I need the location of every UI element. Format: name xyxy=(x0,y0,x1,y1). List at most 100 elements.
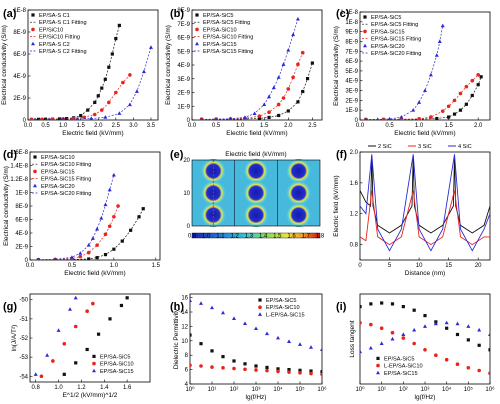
data-point xyxy=(271,85,276,90)
y-tick-label: 0 xyxy=(23,118,27,124)
data-point xyxy=(267,94,272,99)
colorbar-tick-label: 1.6 xyxy=(287,234,296,240)
x-tick-label: 5 xyxy=(388,263,392,269)
x-tick-label: 0.5 xyxy=(212,123,221,129)
colorbar-tick-label: 0.9 xyxy=(188,234,197,240)
data-point xyxy=(455,362,460,367)
x-tick-label: 1.4 xyxy=(100,385,109,391)
data-point xyxy=(96,332,101,336)
panel-label-g: (g) xyxy=(3,301,17,313)
data-point xyxy=(298,342,302,346)
x-tick-label: 1.0 xyxy=(236,123,245,129)
y-tick-label: 10 xyxy=(181,339,188,345)
particle-field xyxy=(243,180,269,206)
data-point xyxy=(309,371,313,376)
y-tick-label: -52 xyxy=(19,336,28,342)
particle-field xyxy=(286,158,311,184)
x-tick-label: 10 xyxy=(416,263,423,269)
y-tick-label: 2.0 xyxy=(350,150,359,156)
x-tick-label: 0.5 xyxy=(41,123,50,129)
data-point xyxy=(199,364,203,368)
x-tick-label: 10⁶ xyxy=(317,386,327,393)
data-point xyxy=(73,324,78,329)
data-point xyxy=(199,342,203,346)
data-point xyxy=(455,321,460,326)
data-point xyxy=(295,16,300,21)
y-tick-label: 1E-9 xyxy=(177,104,190,110)
legend: 2 SiC 3 SiC 4 SiC xyxy=(368,144,472,150)
x-tick-label: 0.0 xyxy=(26,263,35,269)
data-point xyxy=(108,317,112,321)
data-point xyxy=(232,366,236,371)
x-axis-label: Distance (nm) xyxy=(405,270,445,277)
data-point xyxy=(401,336,406,340)
colorbar xyxy=(191,232,321,239)
data-point xyxy=(444,357,449,362)
panel-label-a: (a) xyxy=(3,8,17,20)
y-tick-label: 3E-9 xyxy=(177,77,190,83)
y-tick-label: 4E-9 xyxy=(345,79,358,85)
y-tick-label: 1.2 xyxy=(350,212,359,218)
y-tick-label: 8 xyxy=(185,353,189,359)
data-point xyxy=(423,88,427,93)
data-point xyxy=(390,302,395,306)
y-tick-label: 6E-9 xyxy=(15,218,28,224)
data-point xyxy=(62,341,67,346)
legend-label: EP/SA-SiC5 Fitting xyxy=(371,22,418,28)
y-tick-label: 6E-9 xyxy=(13,52,26,58)
legend-label: EP/SA-SiC15 xyxy=(384,371,418,377)
data-point xyxy=(447,115,451,119)
data-point xyxy=(265,365,269,370)
data-point xyxy=(276,369,280,374)
y-tick-label: 12 xyxy=(181,324,188,330)
legend-label: EP/SA-SiC5 xyxy=(371,15,401,21)
data-point xyxy=(95,226,100,231)
y-tick-label: 4E-9 xyxy=(15,231,28,237)
x-tick-label: 0.0 xyxy=(356,123,365,129)
data-point xyxy=(412,341,416,346)
legend-label: EP/SA-SiC15 xyxy=(100,369,134,375)
y-axis-label: Loss tangent xyxy=(349,320,356,357)
x-tick-label: 10³ xyxy=(252,387,261,393)
data-point xyxy=(141,207,145,211)
series-line-0 xyxy=(360,155,490,234)
data-point xyxy=(466,366,471,370)
x-tick-label: 10⁴ xyxy=(442,386,452,393)
data-point xyxy=(74,361,78,365)
panel-label-b: (b) xyxy=(170,8,184,20)
data-point xyxy=(210,349,214,353)
data-point xyxy=(190,363,192,368)
x-tick-label: 1.0 xyxy=(54,385,63,391)
data-point xyxy=(298,371,302,375)
y-tick-label: 2E-9 xyxy=(345,98,358,104)
x-tick-label: 15 xyxy=(445,263,452,269)
legend-label: EP/SA-SiC15 xyxy=(371,29,405,35)
data-point xyxy=(281,62,286,66)
data-point xyxy=(276,367,280,371)
y-axis-label: Electrical conductivity (S/m) xyxy=(1,25,8,105)
data-point xyxy=(309,345,313,349)
legend-label: 4 SiC xyxy=(458,144,472,150)
plot-area xyxy=(199,16,314,120)
x-tick-label: 1.5 xyxy=(152,263,161,269)
legend-label: EP/SA-SiC15 xyxy=(41,169,75,175)
legend-label: EP/SA-SiC20 xyxy=(371,44,405,50)
data-point xyxy=(254,326,258,331)
y-tick-label: 1E-8 xyxy=(345,20,358,26)
y-axis-label: Electrical conductivity (S/m) xyxy=(333,26,340,106)
particle-field xyxy=(286,180,311,206)
data-point xyxy=(69,255,74,259)
panel-label-h: (h) xyxy=(170,301,184,313)
data-point xyxy=(390,336,395,341)
data-point xyxy=(368,345,373,350)
data-point xyxy=(114,37,118,41)
data-point xyxy=(148,45,153,49)
data-point xyxy=(296,100,300,104)
y-tick-label: -50 xyxy=(19,298,28,304)
x-tick-label: 3.5 xyxy=(147,123,156,129)
legend-marker xyxy=(92,361,96,366)
legend-label: 2 SiC xyxy=(378,144,392,150)
fit-line-3 xyxy=(201,52,304,120)
particle-field xyxy=(286,202,311,228)
